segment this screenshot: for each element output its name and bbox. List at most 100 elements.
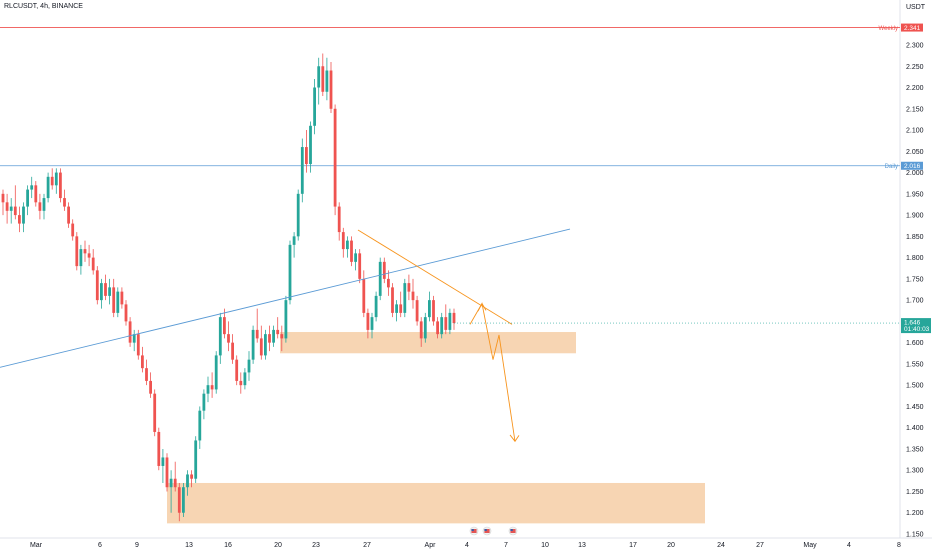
candle-body — [50, 176, 54, 186]
y-tick-label: 1.550 — [906, 361, 924, 368]
event-flag-stripe — [471, 529, 477, 533]
y-tick-label: 1.150 — [906, 532, 924, 539]
candle-body — [276, 329, 280, 335]
drawings — [0, 228, 571, 443]
candle-body — [346, 240, 349, 250]
candle-body — [104, 283, 107, 296]
descending-trendline — [357, 229, 513, 325]
candle-body — [202, 393, 206, 411]
candle-body — [182, 487, 185, 513]
candle-body — [13, 206, 17, 216]
candle-body — [210, 385, 214, 390]
candle-body — [169, 478, 173, 488]
projection-arrow-up — [477, 302, 487, 312]
level-price-box — [901, 161, 923, 170]
x-tick-label: Mar — [30, 542, 43, 549]
candle-body — [79, 249, 83, 267]
candle-body — [305, 147, 308, 165]
candle-body — [272, 329, 275, 343]
candle-body — [436, 321, 439, 335]
candle-body — [108, 287, 111, 296]
candle-body — [370, 317, 374, 330]
y-tick-label: 1.450 — [906, 404, 924, 411]
x-tick-label: 4 — [847, 542, 851, 549]
candle-body — [251, 329, 255, 360]
y-tick-label: 2.000 — [906, 170, 924, 177]
candle-body — [333, 108, 337, 207]
candle-body — [399, 304, 403, 313]
event-flag-canton — [471, 529, 474, 531]
ascending-trendline — [0, 228, 571, 368]
candle-body — [452, 312, 456, 324]
candle-body — [136, 334, 140, 356]
candle-body — [5, 202, 9, 211]
candle-body — [38, 202, 42, 211]
candle-body — [444, 317, 448, 330]
candle-body — [128, 321, 132, 343]
event-flag-canton — [510, 529, 513, 531]
y-tick-label: 1.500 — [906, 383, 924, 390]
candle-body — [300, 147, 304, 194]
candle-body — [362, 278, 366, 313]
y-tick-label: 2.150 — [906, 106, 924, 113]
y-tick-label: 1.750 — [906, 276, 924, 283]
candle-body — [198, 410, 202, 441]
candle-body — [149, 380, 152, 394]
candle-body — [206, 385, 210, 394]
y-tick-label: 2.100 — [906, 128, 924, 135]
y-tick-label: 2.300 — [906, 43, 924, 50]
candle-body — [227, 334, 230, 343]
candle-body — [124, 304, 128, 322]
candle-body — [423, 317, 427, 339]
x-tick-label: 4 — [465, 542, 469, 549]
x-tick-label: 17 — [629, 542, 637, 549]
candle-body — [54, 172, 58, 186]
candle-body — [448, 312, 452, 330]
y-tick-label: 1.700 — [906, 298, 924, 305]
resistance-support-zone — [280, 332, 576, 354]
candle-body — [186, 474, 189, 488]
level-price-label: 2.016 — [904, 163, 921, 170]
candle-body — [177, 487, 181, 513]
candle-body — [292, 236, 296, 245]
candle-body — [440, 317, 444, 335]
candle-body — [42, 198, 46, 211]
candle-body — [239, 380, 243, 386]
candle-body — [145, 368, 148, 381]
level-price-label: 2.341 — [904, 25, 921, 32]
x-tick-label: 24 — [717, 542, 725, 549]
candle-body — [428, 300, 431, 318]
event-flag-stripe — [484, 529, 490, 533]
candle-body — [141, 355, 144, 369]
y-tick-label: 1.400 — [906, 425, 924, 432]
candle-body — [374, 295, 378, 318]
candle-body — [231, 342, 234, 360]
candle-body — [91, 257, 95, 271]
candle-body — [34, 185, 38, 203]
candle-body — [288, 244, 292, 301]
candle-body — [259, 338, 263, 356]
support-zones — [167, 332, 705, 524]
candle-body — [255, 329, 259, 339]
candle-body — [284, 300, 288, 339]
candle-body — [411, 291, 415, 301]
y-tick-label: 1.300 — [906, 468, 924, 475]
level-price-box — [901, 23, 923, 32]
candle-body — [46, 176, 50, 199]
candle-body — [350, 240, 353, 262]
y-tick-label: 1.950 — [906, 191, 924, 198]
x-tick-label: 13 — [185, 542, 193, 549]
candle-body — [313, 87, 316, 126]
candle-body — [280, 334, 284, 339]
candle-body — [321, 66, 325, 92]
candle-body — [26, 189, 29, 207]
candle-body — [407, 283, 411, 292]
demand-zone — [167, 482, 705, 524]
x-tick-label: 6 — [98, 542, 102, 549]
candle-body — [63, 198, 66, 207]
y-tick-label: 1.600 — [906, 340, 924, 347]
candle-body — [214, 355, 218, 390]
candles — [1, 53, 456, 522]
